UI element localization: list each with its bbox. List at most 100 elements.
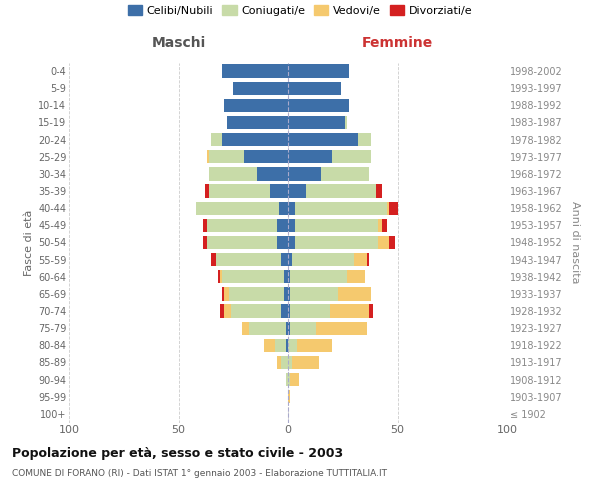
Bar — [277, 236, 288, 249]
Bar — [389, 236, 395, 249]
Bar — [382, 218, 386, 232]
Text: Femmine: Femmine — [362, 36, 433, 50]
Bar — [231, 304, 281, 318]
Bar — [222, 64, 288, 78]
Bar — [288, 98, 349, 112]
Bar — [229, 287, 284, 300]
Bar — [223, 270, 284, 283]
Bar — [288, 338, 297, 352]
Bar — [290, 322, 316, 335]
Bar — [378, 236, 389, 249]
Text: Maschi: Maschi — [151, 36, 206, 50]
Bar — [316, 322, 367, 335]
Bar — [305, 184, 376, 198]
Bar — [264, 338, 275, 352]
Bar — [288, 236, 295, 249]
Bar — [286, 322, 288, 335]
Bar — [288, 150, 332, 164]
Bar — [288, 356, 292, 369]
Bar — [281, 304, 288, 318]
Bar — [207, 150, 209, 164]
Bar — [207, 218, 277, 232]
Bar — [290, 287, 338, 300]
Bar — [288, 304, 290, 318]
Text: Popolazione per età, sesso e stato civile - 2003: Popolazione per età, sesso e stato civil… — [12, 448, 343, 460]
Bar — [345, 116, 347, 129]
Bar — [292, 356, 319, 369]
Bar — [220, 304, 224, 318]
Bar — [378, 218, 382, 232]
Bar — [329, 304, 369, 318]
Bar — [354, 253, 367, 266]
Bar — [248, 322, 286, 335]
Bar — [347, 270, 365, 283]
Bar — [242, 322, 248, 335]
Bar — [288, 270, 290, 283]
Bar — [218, 270, 220, 283]
Bar — [295, 218, 378, 232]
Bar — [211, 253, 216, 266]
Bar — [288, 82, 341, 95]
Bar — [292, 253, 354, 266]
Bar — [290, 270, 347, 283]
Bar — [290, 373, 299, 386]
Bar — [203, 218, 207, 232]
Bar — [389, 202, 398, 215]
Bar — [369, 304, 373, 318]
Bar — [277, 218, 288, 232]
Bar — [386, 202, 389, 215]
Y-axis label: Anni di nascita: Anni di nascita — [569, 201, 580, 284]
Bar — [227, 116, 288, 129]
Bar — [233, 82, 288, 95]
Bar — [286, 338, 288, 352]
Bar — [275, 338, 286, 352]
Bar — [222, 133, 288, 146]
Bar — [196, 202, 279, 215]
Bar — [288, 202, 295, 215]
Bar — [244, 150, 288, 164]
Bar — [209, 150, 244, 164]
Bar — [297, 338, 332, 352]
Legend: Celibi/Nubili, Coniugati/e, Vedovi/e, Divorziati/e: Celibi/Nubili, Coniugati/e, Vedovi/e, Di… — [125, 3, 475, 18]
Bar — [203, 236, 207, 249]
Bar — [288, 253, 292, 266]
Bar — [209, 167, 257, 180]
Bar — [288, 322, 290, 335]
Bar — [338, 287, 371, 300]
Bar — [288, 116, 345, 129]
Bar — [288, 167, 321, 180]
Bar — [205, 184, 209, 198]
Bar — [277, 356, 281, 369]
Bar — [224, 287, 229, 300]
Bar — [321, 167, 369, 180]
Bar — [284, 287, 288, 300]
Bar — [288, 373, 290, 386]
Bar — [257, 167, 288, 180]
Bar — [279, 202, 288, 215]
Bar — [271, 184, 288, 198]
Bar — [288, 133, 358, 146]
Bar — [288, 64, 349, 78]
Bar — [295, 236, 378, 249]
Bar — [358, 133, 371, 146]
Bar — [295, 202, 386, 215]
Bar — [288, 287, 290, 300]
Bar — [288, 184, 305, 198]
Y-axis label: Fasce di età: Fasce di età — [23, 210, 34, 276]
Bar — [290, 304, 329, 318]
Bar — [284, 270, 288, 283]
Bar — [376, 184, 382, 198]
Text: COMUNE DI FORANO (RI) - Dati ISTAT 1° gennaio 2003 - Elaborazione TUTTITALIA.IT: COMUNE DI FORANO (RI) - Dati ISTAT 1° ge… — [12, 468, 387, 477]
Bar — [220, 270, 222, 283]
Bar — [288, 390, 290, 404]
Bar — [367, 253, 369, 266]
Bar — [222, 287, 224, 300]
Bar — [288, 218, 295, 232]
Bar — [224, 304, 231, 318]
Bar — [211, 133, 222, 146]
Bar — [209, 184, 271, 198]
Bar — [216, 253, 281, 266]
Bar — [332, 150, 371, 164]
Bar — [281, 253, 288, 266]
Bar — [224, 98, 288, 112]
